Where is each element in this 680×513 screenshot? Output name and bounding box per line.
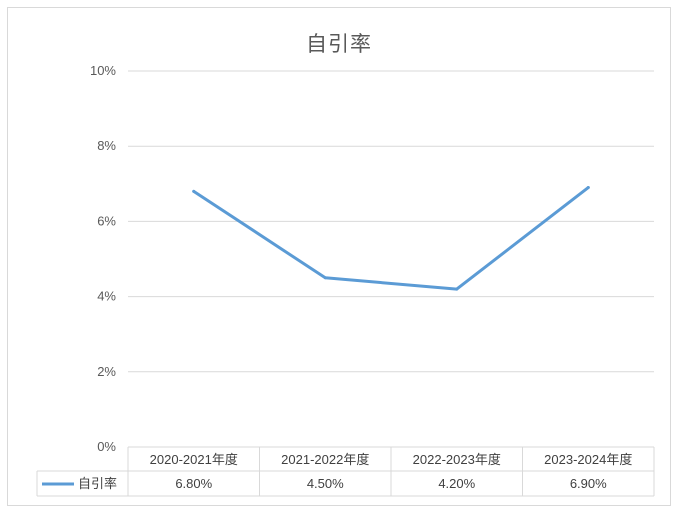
legend-label: 自引率 [78,476,117,491]
data-point [586,186,590,190]
data-point [455,287,459,291]
data-point [323,276,327,280]
y-tick-label: 2% [97,364,116,379]
y-tick-label: 8% [97,138,116,153]
data-point [192,189,196,193]
data-table-value: 4.50% [307,476,344,491]
data-table-value: 6.80% [175,476,212,491]
y-tick-label: 4% [97,289,116,304]
y-tick-label: 0% [97,439,116,454]
chart-title: 自引率 [306,32,372,56]
x-category-label: 2023-2024年度 [544,452,632,467]
chart-frame: 自引率 [7,7,671,506]
data-table-value: 6.90% [570,476,607,491]
y-tick-label: 10% [90,63,116,78]
data-table-value: 4.20% [438,476,475,491]
y-tick-label: 6% [97,213,116,228]
series-line [192,186,590,291]
x-category-label: 2020-2021年度 [150,452,238,467]
x-category-label: 2021-2022年度 [281,452,369,467]
x-category-label: 2022-2023年度 [413,452,501,467]
